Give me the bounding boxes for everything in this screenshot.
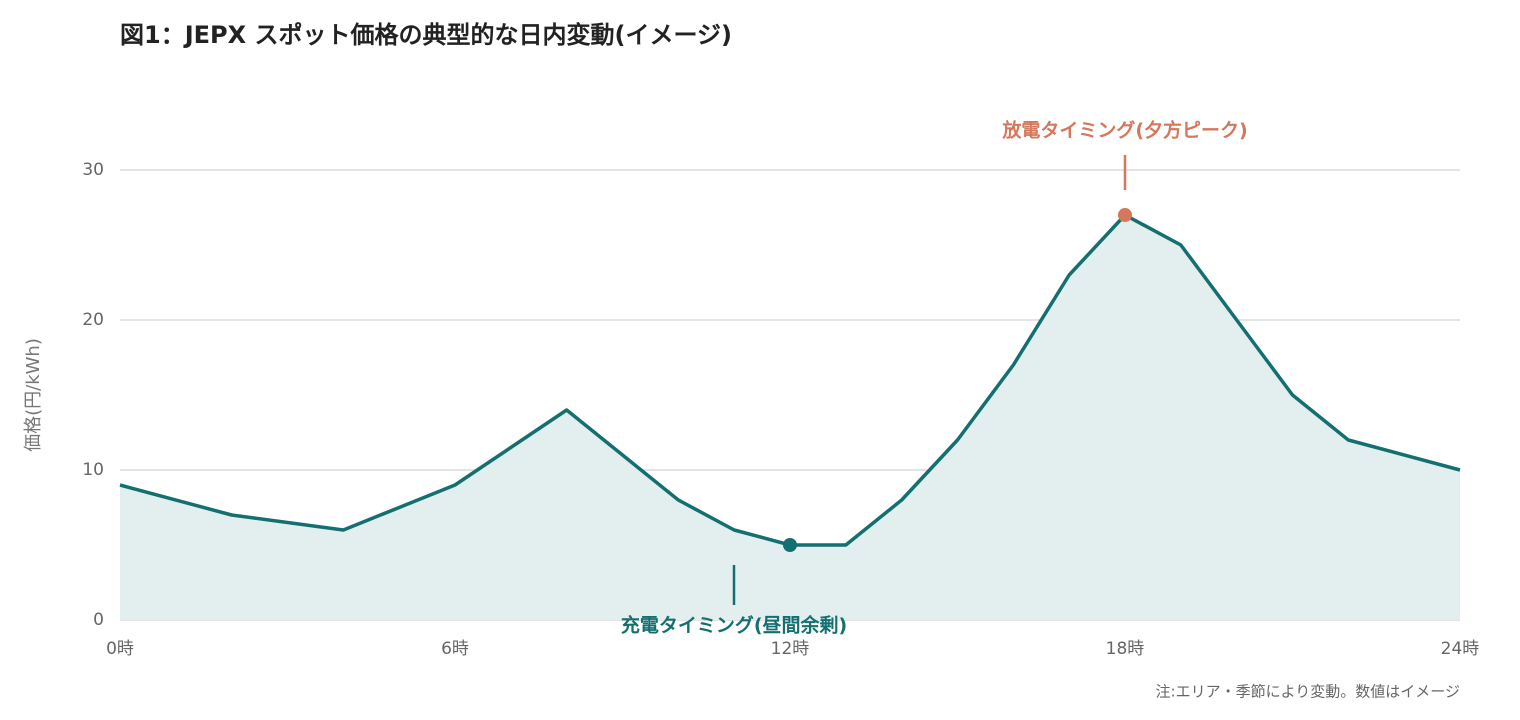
y-axis-label: 価格(円/kWh)	[23, 338, 44, 452]
x-tick-label: 6時	[441, 639, 469, 659]
x-tick-label: 18時	[1106, 639, 1145, 659]
x-tick-label: 12時	[771, 639, 810, 659]
area	[120, 215, 1460, 620]
note: 注:エリア・季節により変動。数値はイメージ	[1156, 683, 1460, 701]
annotation-point	[783, 538, 797, 552]
annotation-label: 放電タイミング(夕方ピーク)	[1001, 119, 1247, 142]
x-tick-label: 0時	[106, 639, 134, 659]
annotation-label: 充電タイミング(昼間余剰)	[621, 614, 847, 637]
line	[119, 213, 1461, 547]
annotation-point	[1118, 208, 1132, 222]
x-tick-label: 24時	[1441, 639, 1480, 659]
chart-title: 図1：JEPX スポット価格の典型的な日内変動(イメージ)	[120, 21, 732, 49]
y-tick-label: 20	[82, 310, 104, 330]
y-tick-label: 0	[93, 610, 104, 630]
y-tick-label: 10	[82, 460, 104, 480]
y-tick-label: 30	[82, 160, 104, 180]
